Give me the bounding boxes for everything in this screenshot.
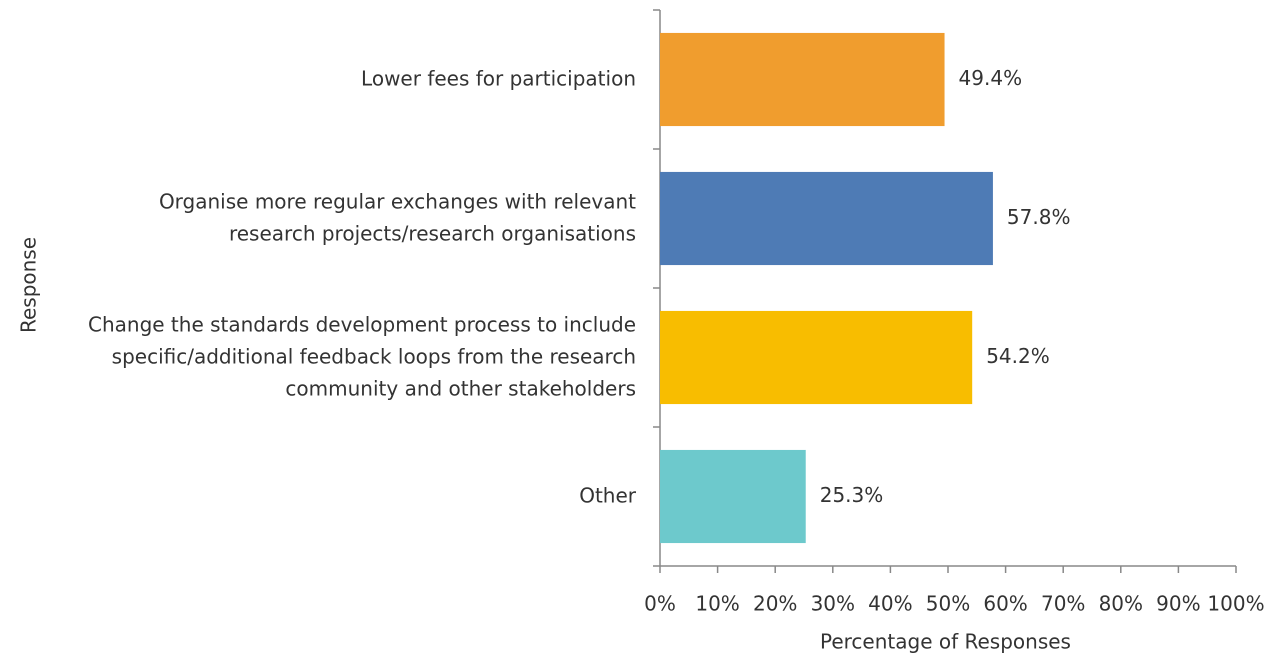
bar: [660, 171, 993, 266]
x-tick-label: 50%: [926, 592, 970, 616]
x-tick-label: 10%: [695, 592, 739, 616]
value-label: 54.2%: [986, 344, 1050, 368]
x-tick-label: 0%: [644, 592, 676, 616]
bar: [660, 310, 973, 405]
label-line: Change the standards development process…: [88, 312, 636, 336]
label-line: Organise more regular exchanges with rel…: [159, 189, 636, 213]
value-label: 49.4%: [959, 66, 1023, 90]
value-label: 57.8%: [1007, 205, 1071, 229]
label-line: Lower fees for participation: [361, 66, 636, 90]
x-tick-label: 40%: [868, 592, 912, 616]
y-tick-label: Change the standards development process…: [88, 312, 636, 400]
x-tick-label: 90%: [1156, 592, 1200, 616]
x-tick-label: 100%: [1207, 592, 1264, 616]
label-line: research projects/research organisations: [229, 221, 636, 245]
label-line: community and other stakeholders: [285, 376, 636, 400]
x-tick-label: 60%: [983, 592, 1027, 616]
y-tick-label: Organise more regular exchanges with rel…: [159, 189, 636, 245]
x-tick-label: 80%: [1099, 592, 1143, 616]
x-tick-label: 20%: [753, 592, 797, 616]
label-line: specific/additional feedback loops from …: [112, 344, 636, 368]
x-tick-label: 30%: [811, 592, 855, 616]
y-axis-label: Response: [17, 237, 41, 333]
y-tick-label: Other: [579, 483, 637, 507]
x-axis-label: Percentage of Responses: [820, 630, 1071, 654]
bar: [660, 449, 806, 544]
x-tick-label: 70%: [1041, 592, 1085, 616]
label-line: Other: [579, 483, 637, 507]
value-label: 25.3%: [820, 483, 884, 507]
y-tick-label: Lower fees for participation: [361, 66, 636, 90]
bar: [660, 32, 945, 127]
